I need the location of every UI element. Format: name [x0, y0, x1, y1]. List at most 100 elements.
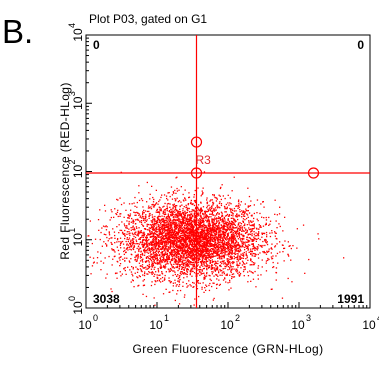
event-dot [178, 259, 180, 261]
event-dot [184, 189, 186, 191]
event-dot [253, 255, 255, 257]
event-dot [191, 242, 193, 244]
event-dot [228, 251, 231, 253]
event-dot [217, 244, 219, 247]
event-dot [169, 261, 171, 263]
event-dot [308, 258, 310, 261]
event-dot [138, 262, 141, 264]
event-dot [241, 260, 244, 262]
event-dot [176, 243, 178, 245]
event-dot [234, 249, 236, 251]
event-dot [174, 236, 176, 238]
event-dot [238, 258, 240, 260]
event-dot [178, 236, 180, 238]
event-dot [224, 238, 227, 241]
event-dot [159, 231, 161, 233]
event-dot [162, 210, 165, 212]
event-dot [227, 218, 229, 220]
event-dot [243, 235, 245, 237]
event-dot [145, 257, 148, 259]
event-dot [149, 236, 151, 238]
event-dot [164, 213, 166, 215]
event-dot [189, 216, 191, 218]
event-dot [214, 239, 216, 241]
event-dot [235, 249, 238, 251]
event-dot [238, 227, 240, 230]
event-dot [226, 206, 228, 208]
event-dot [215, 274, 218, 276]
event-dot [224, 248, 226, 250]
event-dot [201, 257, 203, 259]
event-dot [89, 256, 91, 258]
event-dot [187, 224, 189, 226]
event-dot [114, 255, 116, 257]
event-dot [213, 246, 215, 249]
event-dot [216, 232, 218, 234]
event-dot [188, 253, 190, 255]
event-dot [176, 225, 179, 227]
event-dot [194, 229, 196, 232]
event-dot [238, 234, 240, 236]
event-dot [230, 214, 233, 216]
event-dot [200, 228, 202, 230]
event-dot [147, 267, 149, 269]
event-dot [166, 245, 168, 248]
event-dot [219, 227, 222, 229]
event-dot [264, 224, 267, 226]
event-dot [144, 249, 146, 252]
event-dot [227, 244, 229, 246]
event-dot [233, 234, 235, 236]
event-dot [198, 213, 200, 215]
event-dot [193, 233, 195, 236]
event-dot [181, 261, 184, 263]
event-dot [157, 239, 159, 241]
event-dot [257, 233, 259, 236]
event-dot [169, 246, 172, 248]
event-dot [192, 234, 194, 236]
event-dot [193, 258, 196, 261]
event-dot [248, 227, 250, 229]
event-dot [159, 226, 162, 228]
event-dot [203, 257, 205, 259]
event-dot [227, 238, 229, 240]
event-dot [166, 225, 168, 227]
event-dot [191, 232, 193, 234]
event-dot [200, 225, 202, 227]
event-dot [218, 270, 220, 272]
event-dot [186, 229, 189, 231]
event-dot [246, 262, 248, 264]
event-dot [166, 254, 169, 256]
event-dot [195, 256, 197, 259]
event-dot [187, 236, 189, 238]
event-dot [118, 241, 120, 243]
event-dot [199, 223, 201, 226]
event-dot [129, 242, 131, 244]
event-dot [130, 221, 132, 223]
event-dot [241, 242, 243, 244]
event-dot [211, 264, 214, 266]
event-dot [169, 239, 171, 241]
event-dot [234, 232, 237, 235]
event-dot [175, 234, 177, 236]
event-dot [183, 244, 186, 246]
event-dot [207, 229, 210, 231]
event-dot [142, 261, 144, 263]
event-dot [212, 256, 214, 258]
event-dot [249, 237, 251, 239]
event-dot [134, 272, 136, 274]
event-dot [266, 242, 268, 244]
event-dot [160, 248, 163, 251]
event-dot [225, 221, 227, 223]
event-dot [204, 233, 206, 235]
event-dot [184, 212, 186, 214]
event-dot [171, 259, 173, 261]
event-dot [183, 269, 185, 271]
event-dot [242, 211, 244, 214]
event-dot [143, 279, 145, 281]
event-dot [216, 246, 218, 248]
event-dot [225, 263, 227, 265]
event-dot [223, 255, 225, 258]
event-dot [134, 243, 136, 245]
event-dot [246, 245, 248, 247]
event-dot [165, 195, 168, 197]
